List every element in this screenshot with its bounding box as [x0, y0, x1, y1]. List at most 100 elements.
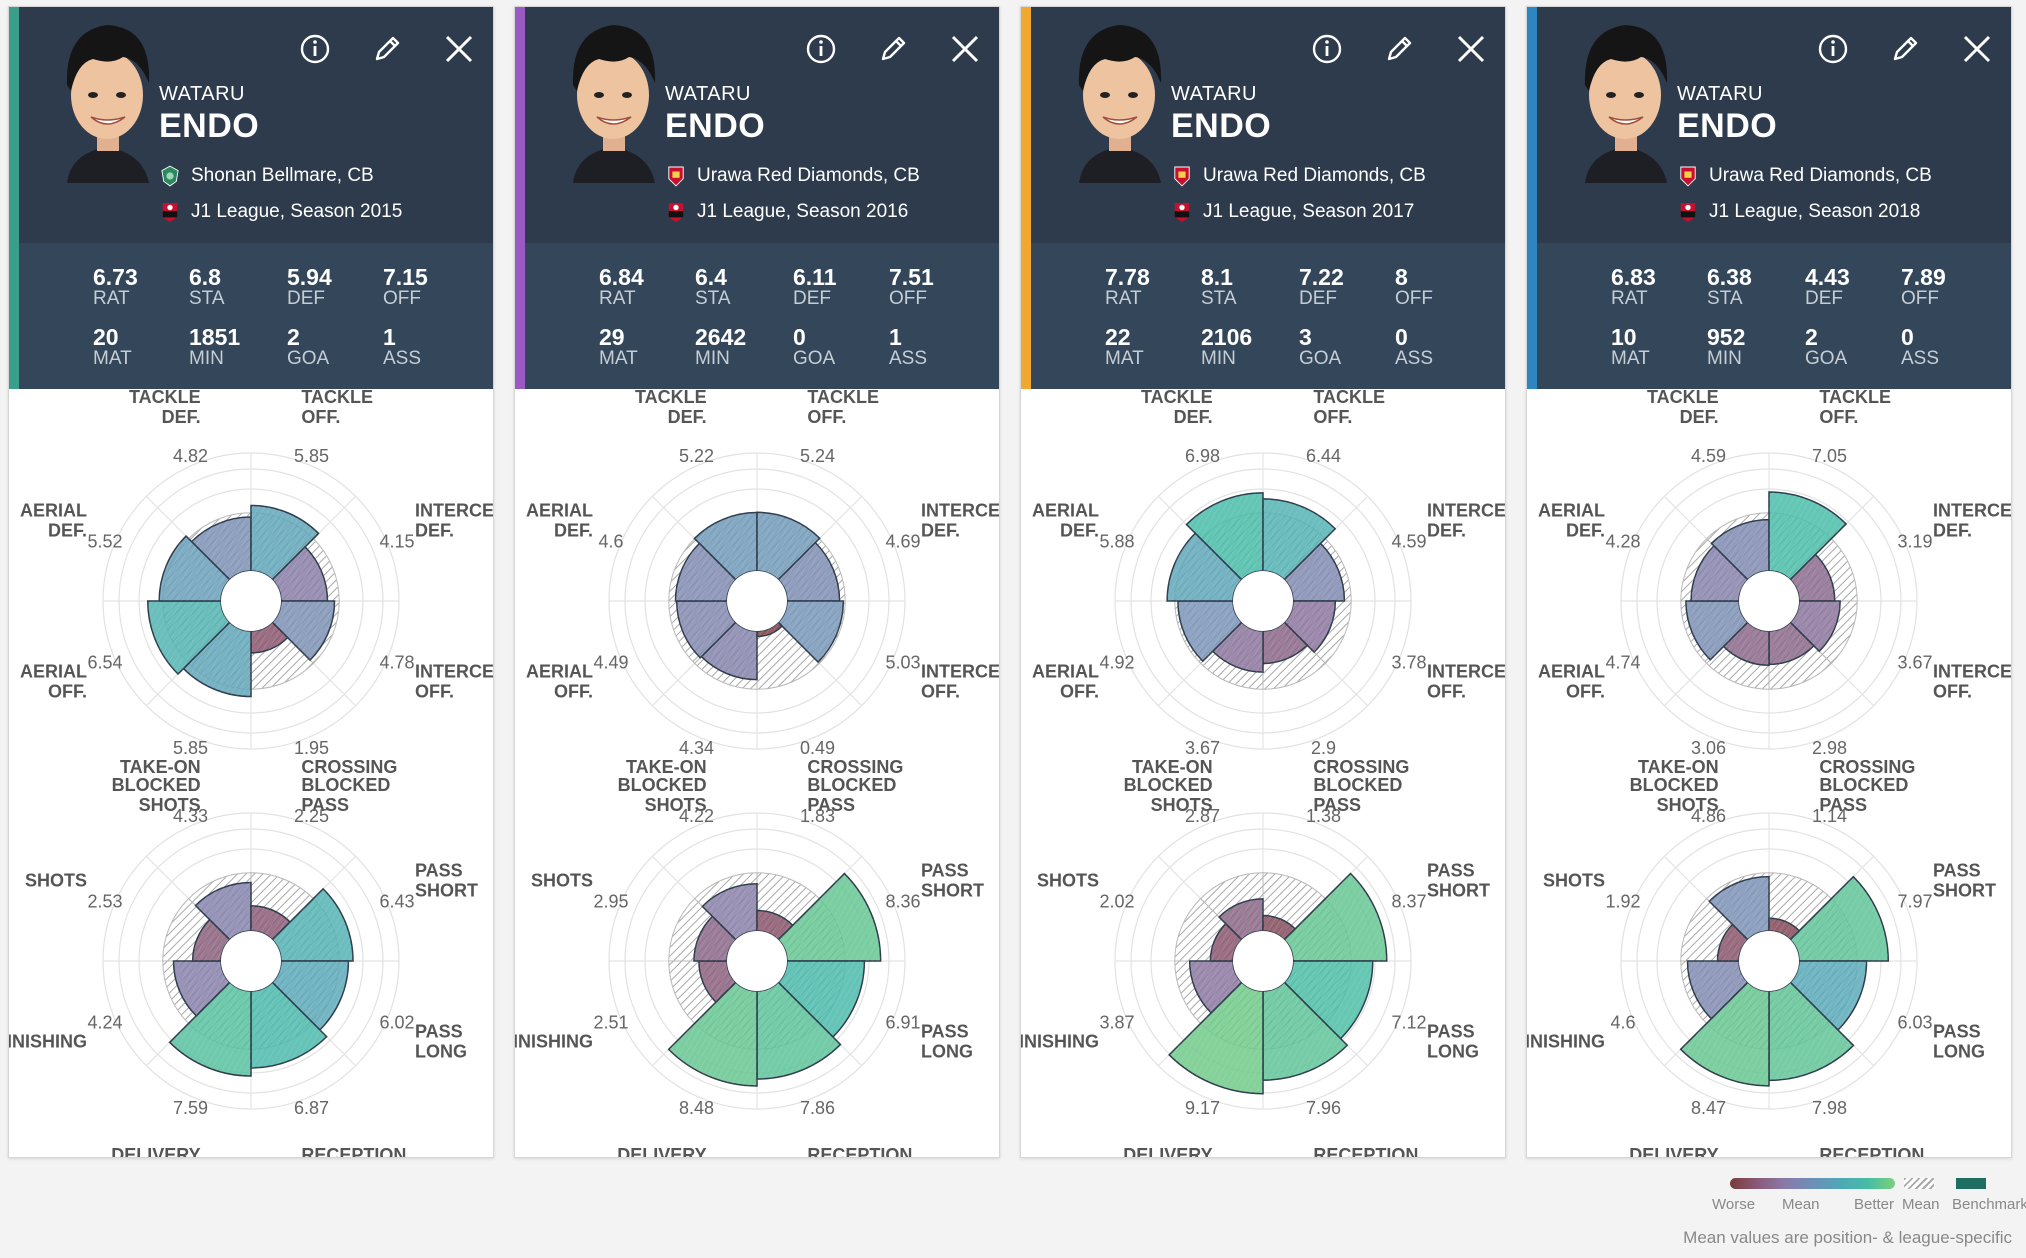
defense-chart-bar-texture-4	[1769, 622, 1814, 665]
info-icon[interactable]	[297, 31, 333, 67]
legend-better: Better	[1854, 1196, 1895, 1213]
defense-chart-value-2: 4.69	[885, 532, 920, 552]
offense-chart-center	[1233, 931, 1293, 991]
defense-chart-value-3: 3.78	[1391, 652, 1426, 672]
stat-label: MIN	[1707, 348, 1742, 369]
stat-value: 2	[287, 324, 300, 350]
stat-value: 3	[1299, 324, 1312, 350]
worse-better-gradient	[1730, 1178, 1895, 1189]
stat-value: 7.51	[889, 264, 934, 290]
defense-chart-value-5: 4.34	[679, 738, 714, 758]
stat-value: 5.94	[287, 264, 332, 290]
offense-chart-label-2: PASS SHORT	[415, 861, 478, 901]
offense-chart-value-3: 7.12	[1391, 1012, 1426, 1032]
defense-chart-label-7: AERIAL DEF.	[20, 501, 87, 541]
stats-panel	[1537, 243, 2011, 389]
stat-sta: 6.4 STA	[695, 265, 731, 309]
radar-svg: 5.22TACKLEDEF.5.24TACKLEOFF.4.69INTERCEP…	[502, 387, 1023, 1165]
player-card-4: WATARU ENDO Urawa Red Diamonds, CB J1 Leagu…	[1514, 6, 2026, 1165]
offense-chart-value-1: 1.14	[1812, 806, 1847, 826]
league-text: J1 League, Season 2018	[1709, 201, 1921, 222]
league-row: J1 League, Season 2016	[667, 201, 908, 223]
offense-chart-label-3: PASS LONG	[1933, 1021, 1985, 1061]
offense-chart-value-2: 6.43	[379, 892, 414, 912]
pencil-icon[interactable]	[369, 31, 405, 67]
stat-goa: 2 GOA	[287, 325, 329, 369]
player-last-name: ENDO	[665, 107, 766, 145]
defense-chart-value-6: 4.74	[1606, 652, 1641, 672]
offense-chart-value-4: 7.86	[800, 1098, 835, 1118]
league-row: J1 League, Season 2017	[1173, 201, 1414, 223]
offense-chart-bar-texture-4	[1769, 982, 1854, 1081]
defense-chart-bar-texture-2	[1284, 543, 1345, 601]
radar-svg: 4.59TACKLEDEF.7.05TACKLEOFF.3.19INTERCEP…	[1514, 387, 2026, 1165]
offense-chart-value-4: 7.96	[1306, 1098, 1341, 1118]
close-icon[interactable]	[1959, 31, 1995, 67]
offense-chart-value-7: 2.95	[594, 892, 629, 912]
offense-chart-value-3: 6.03	[1897, 1012, 1932, 1032]
offense-chart-label-7: SHOTS	[25, 871, 87, 891]
benchmark-swatch	[1956, 1178, 1986, 1189]
club-text: Urawa Red Diamonds, CB	[1709, 165, 1932, 186]
offense-chart-value-6: 4.6	[1611, 1012, 1636, 1032]
defense-chart-value-2: 4.15	[379, 532, 414, 552]
pencil-icon[interactable]	[1381, 31, 1417, 67]
defense-chart-label-5: BLOCKED SHOTS	[618, 775, 707, 815]
close-icon[interactable]	[441, 31, 477, 67]
stat-value: 6.11	[793, 264, 837, 290]
pencil-icon[interactable]	[875, 31, 911, 67]
stats-panel	[1031, 243, 1505, 389]
legend-mean: Mean	[1902, 1196, 1940, 1213]
stat-label: MIN	[189, 348, 224, 369]
stat-value: 7.22	[1299, 264, 1344, 290]
close-icon[interactable]	[947, 31, 983, 67]
info-icon[interactable]	[803, 31, 839, 67]
info-icon[interactable]	[1815, 31, 1851, 67]
player-first-name: WATARU	[159, 83, 245, 105]
defense-chart-bar-texture-5	[1723, 622, 1769, 666]
offense-chart-bar-texture-6	[1189, 961, 1242, 1013]
close-icon[interactable]	[1453, 31, 1489, 67]
offense-chart-center	[1739, 931, 1799, 991]
stat-value: 8	[1395, 264, 1408, 290]
card-header: WATARU ENDO Urawa Red Diamonds, CB J1 Leagu…	[515, 7, 999, 389]
stat-def: 6.11 DEF	[793, 265, 837, 309]
stat-label: OFF	[383, 288, 421, 309]
defense-chart-bar-texture-3	[1284, 601, 1336, 653]
stat-label: GOA	[1805, 348, 1848, 369]
stats-panel	[19, 243, 493, 389]
radar-charts: 4.59TACKLEDEF.7.05TACKLEOFF.3.19INTERCEP…	[1514, 387, 2026, 1165]
stat-value: 8.1	[1201, 264, 1233, 290]
stat-value: 6.83	[1611, 264, 1656, 290]
offense-chart-bar-texture-4	[251, 982, 327, 1068]
stat-value: 7.78	[1105, 264, 1150, 290]
defense-chart-label-6: AERIAL OFF.	[20, 661, 87, 701]
stat-mat: 20 MAT	[93, 325, 132, 369]
stat-label: RAT	[93, 288, 130, 309]
club-row: Urawa Red Diamonds, CB	[1679, 165, 1932, 187]
stat-label: MAT	[93, 348, 132, 369]
defense-chart-label-1: TACKLE OFF.	[807, 389, 879, 427]
offense-chart-value-0: 4.86	[1691, 806, 1726, 826]
defense-chart-value-5: 3.67	[1185, 738, 1220, 758]
defense-chart-value-4: 0.49	[800, 738, 835, 758]
offense-chart-label-3: PASS LONG	[1427, 1021, 1479, 1061]
defense-chart-value-7: 5.88	[1100, 532, 1135, 552]
defense-chart-center	[221, 571, 281, 631]
defense-chart-bar-texture-2	[272, 546, 328, 601]
offense-chart-value-4: 7.98	[1812, 1098, 1847, 1118]
defense-chart-label-6: AERIAL OFF.	[1032, 661, 1099, 701]
defense-chart-bar-texture-7	[675, 543, 736, 601]
pencil-icon[interactable]	[1887, 31, 1923, 67]
avatar	[1065, 13, 1173, 183]
stat-value: 0	[1395, 324, 1408, 350]
info-icon[interactable]	[1309, 31, 1345, 67]
stat-value: 2106	[1201, 324, 1253, 350]
defense-chart-bar-texture-1	[1263, 498, 1336, 580]
stat-label: MIN	[695, 348, 730, 369]
defense-chart-bar-texture-0	[191, 517, 251, 580]
stat-value: 6.38	[1707, 264, 1752, 290]
offense-chart-bar-texture-2	[778, 873, 881, 961]
offense-chart-value-7: 2.02	[1100, 892, 1135, 912]
offense-chart-value-0: 4.33	[173, 806, 208, 826]
